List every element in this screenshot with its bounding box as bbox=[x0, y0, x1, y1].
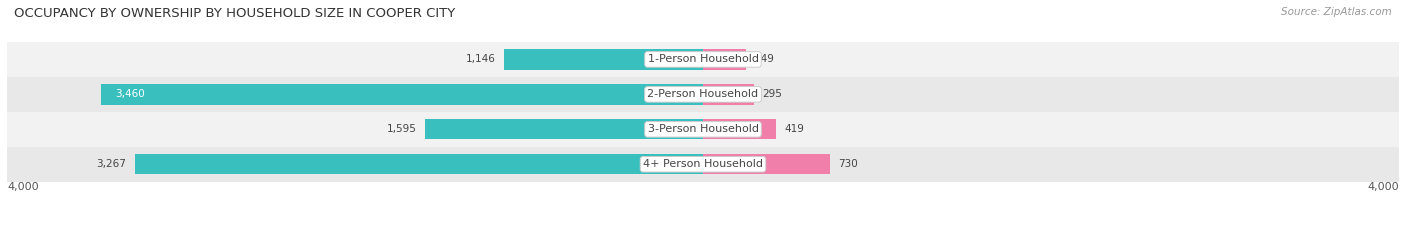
Bar bbox=[703, 49, 747, 69]
Text: 295: 295 bbox=[762, 89, 783, 99]
Bar bbox=[7, 112, 1399, 147]
Bar bbox=[426, 119, 703, 139]
Text: 3-Person Household: 3-Person Household bbox=[648, 124, 758, 134]
Bar bbox=[503, 49, 703, 69]
Text: 1,146: 1,146 bbox=[465, 55, 495, 64]
Bar bbox=[7, 147, 1399, 182]
Text: 2-Person Household: 2-Person Household bbox=[647, 89, 759, 99]
Text: 249: 249 bbox=[755, 55, 775, 64]
Text: 4,000: 4,000 bbox=[1368, 182, 1399, 192]
Text: OCCUPANCY BY OWNERSHIP BY HOUSEHOLD SIZE IN COOPER CITY: OCCUPANCY BY OWNERSHIP BY HOUSEHOLD SIZE… bbox=[14, 7, 456, 20]
Bar bbox=[7, 42, 1399, 77]
Bar bbox=[703, 84, 755, 105]
Text: 4,000: 4,000 bbox=[7, 182, 38, 192]
Text: 3,460: 3,460 bbox=[115, 89, 145, 99]
Bar bbox=[703, 154, 830, 174]
Bar bbox=[135, 154, 703, 174]
Text: 1-Person Household: 1-Person Household bbox=[648, 55, 758, 64]
Text: 1,595: 1,595 bbox=[387, 124, 418, 134]
Bar bbox=[703, 119, 776, 139]
Text: 419: 419 bbox=[785, 124, 804, 134]
Bar bbox=[101, 84, 703, 105]
Text: 3,267: 3,267 bbox=[97, 159, 127, 169]
Text: 4+ Person Household: 4+ Person Household bbox=[643, 159, 763, 169]
Bar bbox=[7, 77, 1399, 112]
Text: 730: 730 bbox=[838, 159, 858, 169]
Text: Source: ZipAtlas.com: Source: ZipAtlas.com bbox=[1281, 7, 1392, 17]
